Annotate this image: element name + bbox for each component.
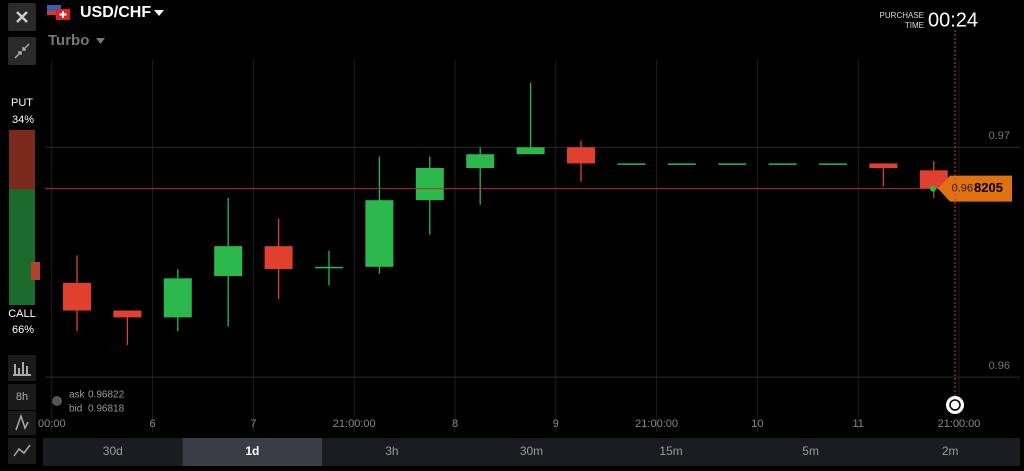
candle-body — [819, 163, 847, 165]
timeframe-button[interactable] — [880, 438, 1020, 466]
mode-dropdown-arrow[interactable] — [96, 38, 105, 44]
timeframe-label[interactable]: 2m — [942, 444, 959, 458]
purchase-label: TIME — [905, 21, 924, 30]
interval-button[interactable] — [8, 384, 36, 410]
timeframe-button[interactable] — [461, 438, 602, 466]
purchase-timer: 00:24 — [928, 9, 978, 31]
call-percent: 66% — [12, 324, 34, 336]
timeframe-button[interactable] — [601, 438, 741, 466]
current-price-prefix: 0.96 — [952, 182, 973, 194]
close-button[interactable] — [8, 3, 36, 31]
y-tick-label: 0.96 — [989, 360, 1010, 372]
candle-body — [365, 200, 394, 267]
timeframe-label[interactable]: 1d — [245, 444, 259, 458]
y-tick-label: 0.97 — [989, 130, 1010, 142]
x-tick-label: 21:00:00 — [333, 418, 376, 430]
mode-label[interactable]: Turbo — [48, 32, 89, 49]
candle-body — [315, 266, 343, 269]
candle-body — [617, 163, 646, 165]
expiry-timer-icon — [946, 396, 964, 414]
put-label: PUT — [11, 97, 33, 109]
candle-body — [415, 168, 444, 201]
asset-pair[interactable]: USD/CHF — [80, 4, 151, 21]
candle-body — [214, 246, 243, 277]
timeframe-label[interactable]: 15m — [659, 444, 682, 458]
timeframe-label[interactable]: 3h — [385, 444, 398, 458]
interval-label[interactable]: 8h — [16, 391, 28, 403]
chart: 00:00 6 7 21:00:00 8 9 21:00:00 10 11 21:00:00 0.9… — [38, 30, 1020, 432]
flag-icon — [47, 5, 70, 20]
x-tick-label: 21:00:00 — [635, 418, 678, 430]
current-price-suffix: 8205 — [974, 180, 1003, 195]
x-tick-label: 6 — [150, 418, 156, 430]
timeframe-button[interactable] — [740, 438, 881, 466]
candle-body — [718, 163, 747, 165]
x-tick-label: 8 — [452, 418, 458, 430]
candle-body — [567, 147, 595, 164]
call-label: CALL — [8, 308, 36, 320]
pair-dropdown-arrow[interactable] — [154, 10, 164, 16]
purchase-label: PURCHASE — [880, 11, 924, 20]
candle-body — [113, 310, 142, 318]
put-sentiment-bar — [9, 130, 35, 190]
x-tick-label: 11 — [852, 418, 863, 430]
side-tools: 8h — [8, 355, 36, 464]
bid-value: 0.96818 — [88, 404, 125, 415]
candle-body — [516, 147, 545, 155]
bid-label: bid — [69, 404, 82, 415]
timeframe-bar: 30d 1d 3h 30m 15m 5m 2m — [43, 438, 1020, 466]
candle-body — [919, 170, 948, 189]
candle-body — [264, 246, 293, 270]
candle-body — [768, 163, 797, 165]
ask-value: 0.96822 — [88, 390, 125, 401]
candle-body — [466, 154, 495, 169]
collapse-button[interactable] — [8, 37, 36, 65]
x-tick-label: 00:00 — [38, 418, 66, 430]
timeframe-button[interactable] — [322, 438, 462, 466]
current-price-tag — [938, 175, 1012, 202]
candle-body — [869, 163, 898, 169]
call-sentiment-bar — [9, 189, 35, 305]
put-percent: 34% — [12, 114, 34, 126]
sentiment-marker — [31, 262, 40, 280]
candle-body — [163, 278, 192, 318]
x-tick-label: 21:00:00 — [938, 418, 981, 430]
x-tick-label: 10 — [751, 418, 763, 430]
candle-body — [667, 163, 696, 165]
ask-label: ask — [69, 390, 86, 401]
x-tick-label: 7 — [250, 418, 256, 430]
info-icon[interactable] — [52, 396, 62, 406]
timeframe-label[interactable]: 30m — [520, 444, 543, 458]
expiry-timer-face — [949, 399, 961, 411]
x-tick-label: 9 — [553, 418, 559, 430]
timeframe-label[interactable]: 30d — [103, 444, 123, 458]
indicators-button[interactable] — [8, 411, 36, 435]
current-price-dot — [930, 185, 936, 192]
timeframe-button[interactable] — [43, 438, 183, 466]
timeframe-button[interactable] — [182, 438, 323, 466]
candle-body — [63, 282, 91, 311]
timeframe-label[interactable]: 5m — [802, 444, 819, 458]
